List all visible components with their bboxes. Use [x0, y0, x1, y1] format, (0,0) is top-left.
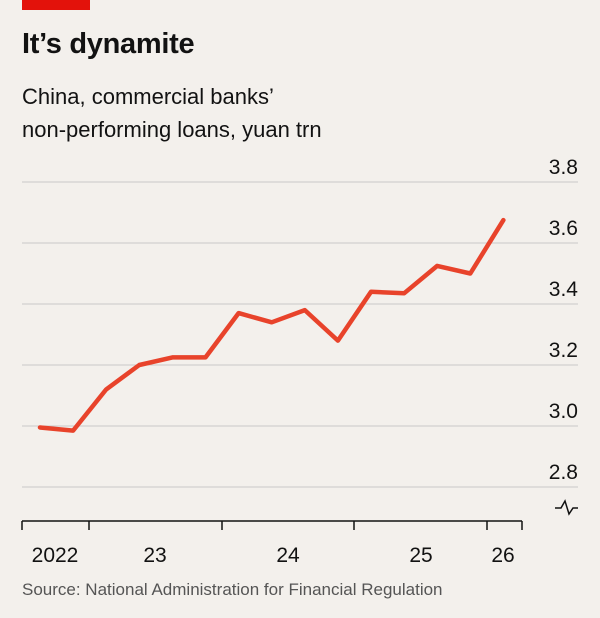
x-tick-label: 26 [491, 544, 514, 567]
x-tick-label: 25 [409, 544, 432, 567]
x-tick-label: 2022 [32, 544, 79, 567]
series-line [37, 217, 506, 433]
chart-title: It’s dynamite [22, 28, 195, 60]
y-tick-label: 3.2 [549, 339, 578, 362]
x-tick-label: 24 [276, 544, 300, 567]
x-tick-label: 23 [143, 544, 166, 567]
y-tick-label: 2.8 [549, 461, 578, 484]
source-note: Source: National Administration for Fina… [22, 580, 443, 599]
y-tick-label: 3.8 [549, 156, 578, 179]
y-tick-label: 3.6 [549, 217, 578, 240]
brand-accent-bar [22, 0, 90, 10]
axis-break-icon [555, 499, 578, 516]
chart-subtitle: China, commercial banks’ non-performing … [22, 84, 322, 142]
y-tick-label: 3.4 [549, 278, 579, 301]
y-tick-label: 3.0 [549, 400, 578, 423]
